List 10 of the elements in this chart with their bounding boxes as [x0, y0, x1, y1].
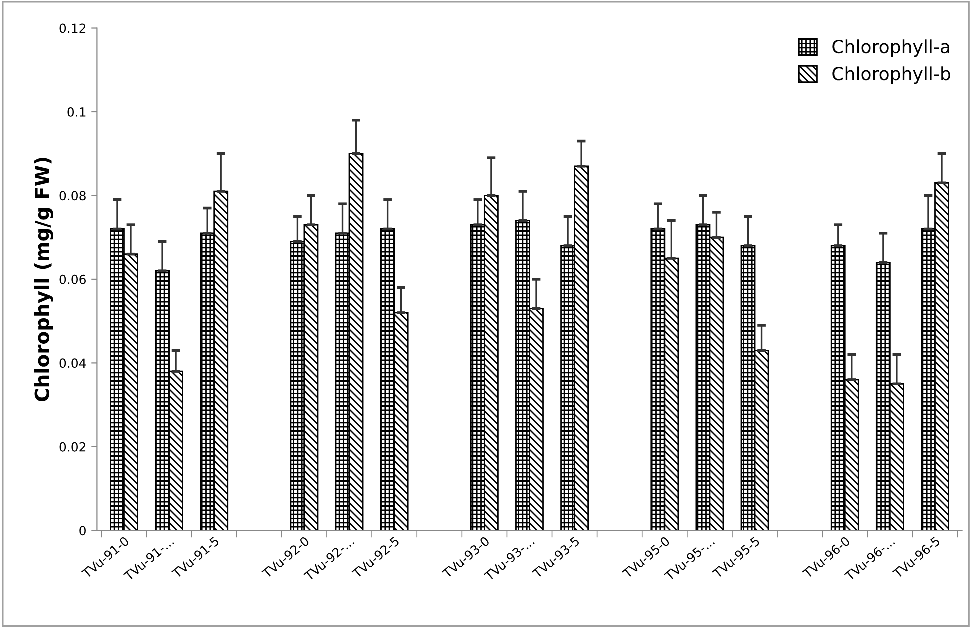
- y-tick-label: 0.12: [60, 24, 86, 34]
- y-tick-label: 0.02: [60, 442, 86, 452]
- y-tick-label: 0.1: [68, 107, 86, 117]
- y-tick-label: 0.06: [60, 274, 86, 284]
- legend-label: Chlorophyll-a: [832, 40, 950, 58]
- y-tick-label: 0.04: [60, 358, 86, 368]
- y-tick-label: 0: [80, 526, 86, 536]
- y-axis-title: Chlorophyll (mg/g FW): [34, 158, 54, 402]
- y-tick-label: 0.08: [60, 191, 86, 201]
- legend-label: Chlorophyll-b: [832, 66, 950, 84]
